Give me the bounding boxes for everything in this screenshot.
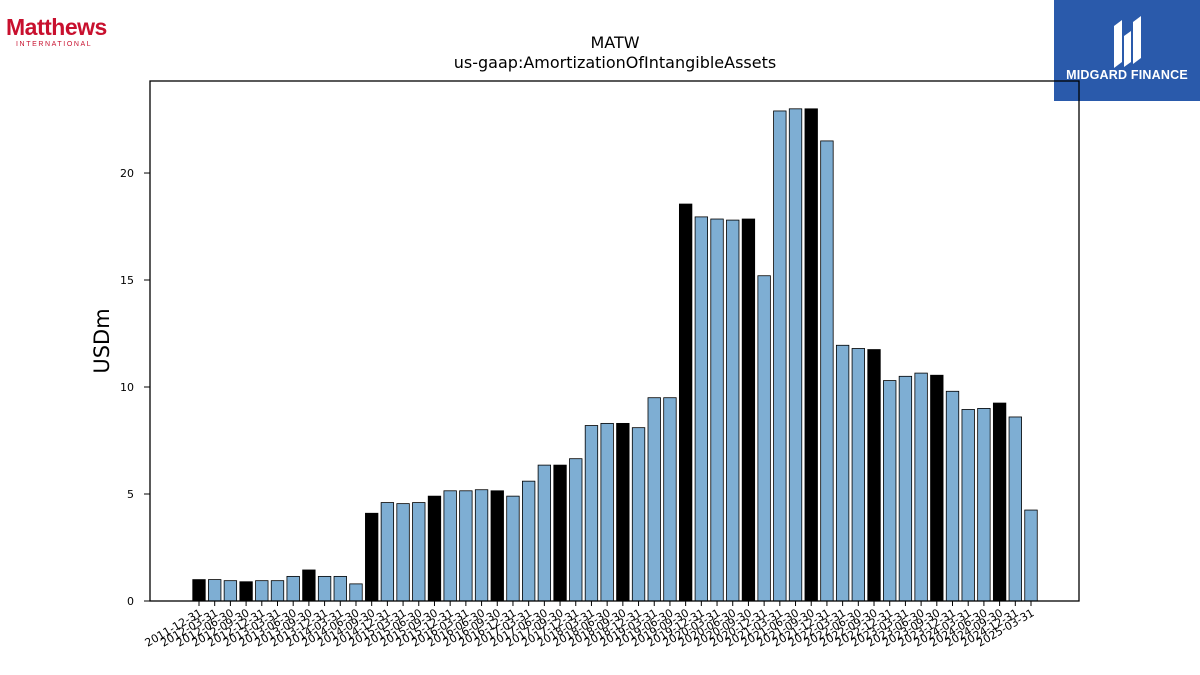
bar	[600, 422, 614, 602]
bar	[663, 397, 677, 602]
bar	[631, 427, 646, 602]
bar	[616, 422, 630, 602]
bar	[757, 275, 771, 602]
bar	[1024, 509, 1038, 602]
bar	[396, 503, 410, 602]
bar	[474, 489, 489, 602]
bar	[192, 579, 206, 602]
y-tick-label: 15	[120, 274, 134, 287]
bar	[898, 375, 913, 602]
bar	[349, 583, 363, 602]
bar	[537, 464, 552, 602]
bar	[333, 575, 347, 602]
bar	[365, 512, 379, 602]
bar	[569, 458, 583, 602]
y-axis: 0 5 10 15 20	[120, 167, 150, 608]
bar	[945, 390, 960, 602]
y-tick-label: 5	[127, 488, 134, 501]
bar	[961, 409, 975, 602]
bar	[208, 579, 222, 602]
plot-frame	[149, 80, 1080, 602]
bar	[490, 490, 504, 602]
bar	[867, 349, 881, 602]
bar	[820, 140, 834, 602]
chart-title: MATW	[590, 33, 639, 52]
bar	[459, 490, 473, 602]
bar	[694, 216, 708, 602]
bar	[443, 490, 457, 602]
midgard-mark-icon	[1114, 16, 1141, 68]
bar	[270, 580, 285, 602]
bar	[255, 580, 269, 602]
bar	[412, 502, 426, 602]
bars	[192, 108, 1038, 602]
bar	[302, 569, 316, 602]
bar	[710, 218, 724, 602]
bar	[914, 372, 928, 602]
bar	[788, 108, 803, 602]
bar	[1008, 416, 1022, 602]
brand-name: Matthews	[6, 14, 107, 40]
chart-subtitle: us-gaap:AmortizationOfIntangibleAssets	[454, 53, 776, 72]
bar	[647, 397, 661, 602]
bar	[286, 575, 300, 602]
bar	[522, 480, 536, 602]
bar	[930, 374, 944, 602]
bar	[239, 581, 253, 602]
bar	[678, 203, 693, 602]
bar	[553, 464, 567, 602]
bar	[773, 110, 787, 602]
bar	[726, 219, 740, 602]
bar	[977, 408, 991, 602]
bar	[317, 575, 332, 602]
bar	[506, 495, 520, 602]
bar	[835, 344, 850, 602]
bar	[380, 502, 395, 602]
partner-name: MIDGARD FINANCE	[1066, 68, 1188, 82]
y-axis-label: USDm	[90, 308, 114, 373]
bar	[851, 348, 865, 602]
y-tick-label: 10	[120, 381, 134, 394]
x-axis: 2011-12-312012-03-312012-06-302012-09-30…	[143, 601, 1037, 650]
bar	[223, 580, 238, 602]
bar	[992, 402, 1007, 602]
matthews-logo: Matthews INTERNATIONAL	[6, 14, 116, 54]
bar	[584, 425, 599, 602]
y-tick-label: 20	[120, 167, 134, 180]
midgard-finance-logo: MIDGARD FINANCE	[1054, 0, 1200, 101]
bar	[804, 108, 818, 602]
bar	[883, 380, 897, 602]
bar	[741, 218, 756, 602]
bar	[427, 495, 442, 602]
y-tick-label: 0	[127, 595, 134, 608]
brand-subtitle: INTERNATIONAL	[16, 41, 93, 48]
